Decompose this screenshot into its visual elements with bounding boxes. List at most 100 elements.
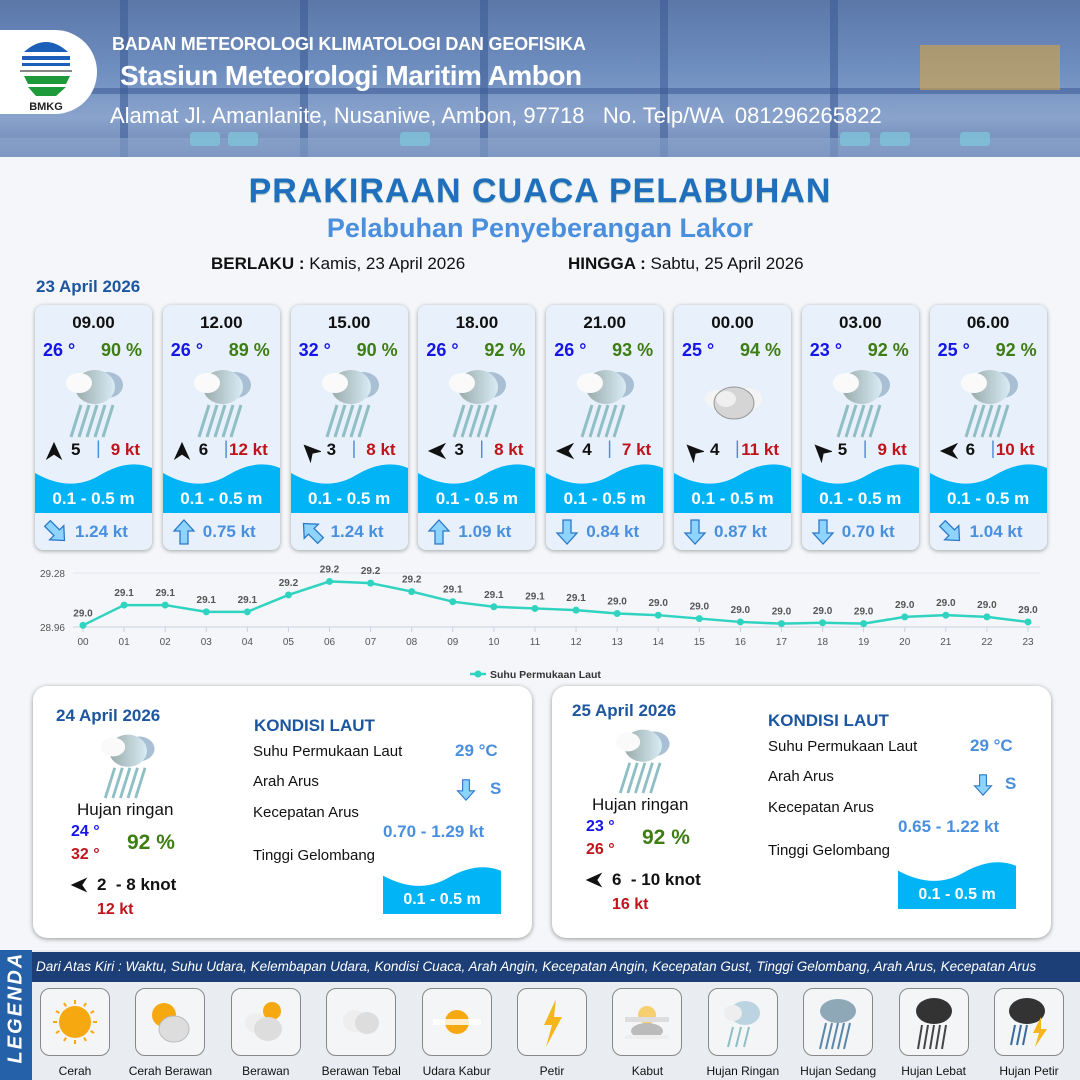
wind-speed-range: 6 - 10 knot — [612, 870, 701, 889]
weather-condition: Hujan ringan — [77, 800, 174, 819]
wave-height: 0.1 - 0.5 m — [946, 489, 1030, 508]
data-point — [777, 620, 785, 628]
station-address: Alamat Jl. Amanlanite, Nusaniwe, Ambon, … — [110, 103, 882, 128]
forecast-time: 03.00 — [839, 313, 882, 332]
current-speed-label: Kecepatan Arus — [768, 799, 874, 816]
x-tick-label: 01 — [119, 637, 131, 648]
forecast-card: 09.00 26 ° 90 % 5 | 9 kt 0.1 - 0.5 m 1.2… — [35, 305, 152, 550]
legend-item: Udara Kabur — [421, 988, 492, 1080]
x-tick-label: 11 — [530, 637, 541, 648]
data-label: 29.1 — [525, 591, 545, 602]
wave-height: 0.1 - 0.5 m — [563, 489, 646, 508]
data-label: 29.1 — [197, 595, 217, 606]
legend-description: Dari Atas Kiri : Waktu, Suhu Udara, Kele… — [32, 952, 1080, 982]
current-direction-arrow-icon — [455, 778, 477, 802]
wave-height: 0.1 - 0.5 m — [180, 489, 263, 508]
light-rain-icon — [608, 723, 678, 795]
forecast-card: 03.00 23 ° 92 % 5 | 9 kt 0.1 - 0.5 m 0.7… — [801, 305, 919, 550]
wind-direction-arrow-icon — [43, 439, 65, 463]
data-point — [202, 608, 210, 616]
forecast-time: 21.00 — [583, 313, 626, 332]
wind-speed: 4 — [710, 440, 720, 459]
current-speed: 1.24 kt — [75, 522, 128, 541]
x-tick-label: 02 — [160, 637, 172, 648]
x-tick-label: 03 — [201, 637, 213, 648]
air-temperature: 26 ° — [43, 340, 76, 360]
data-point — [531, 604, 539, 612]
air-temperature: 26 ° — [554, 340, 587, 360]
wave-height-label: Tinggi Gelombang — [253, 847, 376, 864]
valid-to: HINGGA : Sabtu, 25 April 2026 — [568, 254, 804, 274]
current-speed: 0.75 kt — [202, 522, 256, 541]
data-point — [243, 608, 251, 616]
forecast-card: 15.00 32 ° 90 % 3 | 8 kt 0.1 - 0.5 m 1.2… — [290, 305, 408, 550]
x-tick-label: 05 — [283, 637, 295, 648]
forecast-time: 15.00 — [327, 313, 371, 332]
x-tick-label: 15 — [694, 637, 706, 648]
overcast-cloud-icon — [702, 363, 766, 439]
x-tick-label: 13 — [612, 637, 624, 648]
current-direction-value: S — [490, 779, 502, 798]
page-title: PRAKIRAAN CUACA PELABUHAN — [248, 172, 832, 210]
wave-height: 0.1 - 0.5 m — [691, 489, 774, 508]
air-temperature: 32 ° — [298, 340, 331, 360]
wind-direction-arrow-icon — [554, 439, 576, 463]
separator: | — [735, 438, 740, 458]
x-tick-label: 00 — [77, 637, 89, 648]
kabut-icon — [612, 988, 683, 1056]
wave-height-value: 0.1 - 0.5 m — [403, 891, 481, 908]
light-rain-icon — [830, 363, 894, 439]
legend-item-label: Cerah — [58, 1064, 92, 1078]
forecast-card: 06.00 25 ° 92 % 6 | 10 kt 0.1 - 0.5 m 1.… — [929, 305, 1047, 550]
wind-speed: 5 — [71, 440, 81, 459]
data-point — [490, 603, 498, 611]
separator: | — [990, 438, 996, 458]
logo-text: BMKG — [29, 101, 63, 113]
air-temperature: 26 ° — [170, 340, 204, 360]
valid-from-label: BERLAKU : — [211, 254, 305, 273]
forecast-card: 00.00 25 ° 94 % 4 | 11 kt 0.1 - 0.5 m 0.… — [674, 305, 791, 550]
legend-item: Berawan — [230, 988, 301, 1080]
current-speed: 1.24 kt — [330, 522, 384, 541]
gust-speed: 10 kt — [995, 440, 1035, 459]
light-rain-icon — [93, 728, 163, 800]
data-label: 29.1 — [484, 590, 504, 601]
wave-icon — [674, 463, 791, 513]
current-direction-arrow-icon — [43, 518, 69, 546]
legend-item: Hujan Lebat — [898, 988, 969, 1080]
x-tick-label: 18 — [817, 637, 829, 648]
sst-label: Suhu Permukaan Laut — [253, 743, 403, 760]
separator: | — [607, 438, 612, 458]
legend-item-label: Berawan — [242, 1064, 290, 1078]
data-point — [613, 610, 621, 617]
y-tick-label: 28.96 — [40, 623, 65, 634]
header-banner: BMKG BADAN METEOROLOGI KLIMATOLOGI DAN G… — [0, 0, 1080, 157]
wave-height: 0.1 - 0.5 m — [819, 489, 902, 508]
data-label: 29.2 — [361, 566, 381, 577]
forecast-card: 18.00 26 ° 92 % 3 | 8 kt 0.1 - 0.5 m 1.0… — [418, 305, 536, 550]
current-direction-arrow-icon — [554, 518, 580, 546]
current-direction-arrow-icon — [171, 518, 197, 546]
data-point — [860, 620, 868, 628]
sst-value: 29 °C — [455, 741, 498, 760]
data-point — [901, 613, 909, 621]
data-point — [695, 615, 703, 623]
valid-from: BERLAKU : Kamis, 23 April 2026 — [211, 254, 465, 274]
wave-height-value: 0.1 - 0.5 m — [918, 886, 996, 903]
wind-speed: 6 — [965, 440, 976, 459]
legend: LEGENDA Dari Atas Kiri : Waktu, Suhu Uda… — [0, 950, 1080, 1080]
wave-icon — [929, 463, 1047, 513]
data-point — [449, 598, 457, 606]
data-label: 29.0 — [607, 597, 627, 608]
gust-speed: 12 kt — [229, 440, 268, 459]
current-direction-label: Arah Arus — [768, 768, 834, 785]
wind-speed-range: 2 - 8 knot — [97, 875, 177, 894]
series-line — [82, 580, 1029, 627]
humidity: 89 % — [228, 340, 270, 360]
data-label: 29.2 — [320, 564, 340, 575]
gust-speed: 12 kt — [97, 901, 134, 918]
x-tick-label: 17 — [776, 637, 788, 648]
data-label: 29.1 — [443, 585, 463, 596]
humidity: 90 % — [356, 340, 398, 360]
data-label: 29.0 — [813, 606, 833, 617]
